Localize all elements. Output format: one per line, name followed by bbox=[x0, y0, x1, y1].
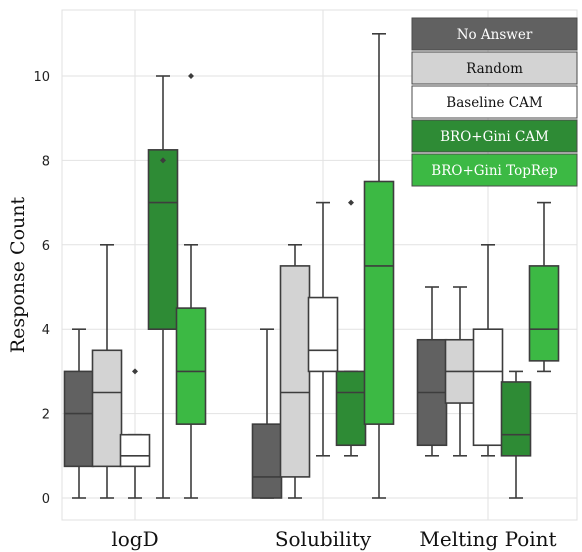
legend-swatch bbox=[411, 51, 578, 85]
box-body bbox=[251, 423, 283, 499]
legend-item-no-answer: No Answer bbox=[411, 17, 578, 51]
legend-label: No Answer bbox=[457, 27, 533, 43]
box-random-2 bbox=[444, 286, 476, 457]
box-body bbox=[500, 381, 532, 457]
box-no-answer-1 bbox=[251, 328, 283, 499]
legend-label: Baseline CAM bbox=[446, 95, 543, 111]
box-baseline-cam-2 bbox=[472, 244, 504, 457]
box-no-answer-0 bbox=[63, 328, 95, 499]
x-category-label-logd: logD bbox=[111, 527, 158, 551]
y-axis-ticks: 0 2 4 6 8 10 bbox=[33, 70, 50, 507]
legend-label: Random bbox=[466, 61, 523, 77]
box-series bbox=[63, 32, 560, 499]
box-body bbox=[119, 433, 151, 468]
box-bro-gini-toprep-1 bbox=[363, 32, 395, 499]
box-body bbox=[472, 328, 504, 447]
box-body bbox=[307, 296, 339, 373]
box-bro-gini-toprep-2 bbox=[528, 201, 560, 373]
y-tick-label-10: 10 bbox=[33, 70, 50, 85]
x-category-label-melting-point: Melting Point bbox=[419, 527, 556, 551]
box-bro-gini-cam-0 bbox=[147, 75, 179, 499]
box-body bbox=[147, 149, 179, 331]
y-tick-label-2: 2 bbox=[42, 408, 50, 423]
outlier-point-0 bbox=[188, 73, 194, 79]
legend-swatch bbox=[411, 119, 578, 153]
legend-swatch bbox=[411, 153, 578, 187]
legend-label: BRO+Gini CAM bbox=[440, 129, 549, 145]
box-random-0 bbox=[91, 244, 123, 499]
legend: No Answer Random Baseline CAM BRO+Gini CAM B… bbox=[411, 17, 578, 187]
box-bro-gini-cam-1 bbox=[335, 199, 367, 457]
outlier-point-0 bbox=[132, 368, 138, 375]
legend-item-baseline-cam: Baseline CAM bbox=[411, 85, 578, 119]
box-bro-gini-toprep-0 bbox=[175, 73, 207, 499]
y-tick-label-6: 6 bbox=[42, 239, 50, 254]
outlier-point-0 bbox=[160, 157, 166, 164]
box-body bbox=[363, 180, 395, 425]
box-body bbox=[175, 307, 207, 425]
legend-swatch bbox=[411, 17, 578, 51]
legend-label: BRO+Gini TopRep bbox=[431, 163, 557, 179]
legend-item-random: Random bbox=[411, 51, 578, 85]
legend-item-bro-gini-toprep: BRO+Gini TopRep bbox=[411, 153, 578, 187]
y-tick-label-0: 0 bbox=[42, 492, 50, 507]
box-random-1 bbox=[279, 244, 311, 499]
box-body bbox=[279, 265, 311, 478]
box-baseline-cam-1 bbox=[307, 201, 339, 457]
box-no-answer-2 bbox=[416, 286, 448, 457]
box-baseline-cam-0 bbox=[119, 368, 151, 499]
y-tick-label-4: 4 bbox=[42, 323, 50, 338]
x-category-label-solubility: Solubility bbox=[275, 527, 372, 551]
box-body bbox=[528, 265, 560, 362]
outlier-point-0 bbox=[348, 199, 354, 206]
y-tick-label-8: 8 bbox=[42, 154, 50, 169]
box-body bbox=[63, 370, 95, 468]
box-body bbox=[91, 349, 123, 468]
legend-swatch bbox=[411, 85, 578, 119]
x-axis-categories: logD Solubility Melting Point bbox=[111, 527, 556, 551]
box-bro-gini-cam-2 bbox=[500, 370, 532, 499]
box-body bbox=[335, 370, 367, 447]
legend-item-bro-gini-cam: BRO+Gini CAM bbox=[411, 119, 578, 153]
y-axis-label: Response Count bbox=[7, 197, 29, 354]
